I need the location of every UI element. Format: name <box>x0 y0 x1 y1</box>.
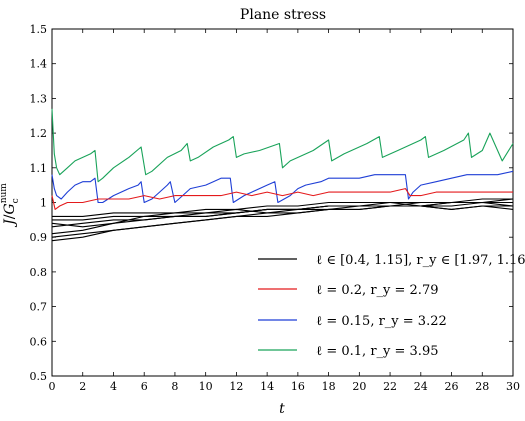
y-tick-label: 1 <box>40 197 47 210</box>
y-tick-label: 1.1 <box>30 162 48 175</box>
y-axis-label-sub: c <box>11 198 21 203</box>
y-tick-label: 0.5 <box>30 370 48 383</box>
x-tick-label: 30 <box>506 380 520 393</box>
x-tick-label: 24 <box>414 380 428 393</box>
y-axis-label-j: J <box>2 218 18 228</box>
x-tick-label: 22 <box>383 380 397 393</box>
y-tick-label: 1.5 <box>30 23 48 36</box>
y-axis-ticks: 0.5 0.6 0.7 0.8 0.9 1 1.1 1.2 1.3 1.4 1.5 <box>30 23 513 383</box>
x-axis-label: t <box>279 401 285 417</box>
legend-label-green: ℓ = 0.1, r_y = 3.95 <box>316 344 438 359</box>
legend: ℓ ∈ [0.4, 1.15], r_y ∈ [1.97, 1.16] ℓ = … <box>258 253 525 359</box>
series-line-8 <box>52 201 514 217</box>
y-axis-label-slash: / <box>2 214 18 219</box>
x-tick-label: 14 <box>260 380 274 393</box>
x-tick-label: 12 <box>229 380 243 393</box>
y-tick-label: 0.6 <box>30 335 48 348</box>
y-tick-label: 0.9 <box>30 231 48 244</box>
x-tick-label: 0 <box>49 380 56 393</box>
y-tick-label: 0.8 <box>30 266 48 279</box>
x-axis-ticks: 0 2 4 6 8 10 12 14 16 18 20 22 24 26 28 30 <box>49 29 520 393</box>
series-line-1 <box>51 170 514 204</box>
y-tick-label: 1.2 <box>30 127 48 140</box>
series-line-7 <box>51 201 514 242</box>
series-line-9 <box>51 198 513 228</box>
legend-label-red: ℓ = 0.2, r_y = 2.79 <box>316 283 438 298</box>
x-tick-label: 2 <box>79 380 86 393</box>
y-tick-label: 1.4 <box>30 58 48 71</box>
x-tick-label: 6 <box>141 380 148 393</box>
y-tick-label: 0.7 <box>30 301 48 314</box>
x-tick-label: 20 <box>352 380 366 393</box>
series-line-2 <box>51 188 513 210</box>
y-axis-label-g: G <box>2 203 18 214</box>
x-tick-label: 18 <box>322 380 336 393</box>
x-tick-label: 4 <box>110 380 117 393</box>
y-tick-label: 1.3 <box>30 92 48 105</box>
x-tick-label: 26 <box>445 380 459 393</box>
y-axis-label-sup: num <box>0 183 9 204</box>
y-axis-label: J/Gcnum <box>0 183 21 228</box>
x-tick-label: 8 <box>171 380 178 393</box>
legend-label-black: ℓ ∈ [0.4, 1.15], r_y ∈ [1.97, 1.16] <box>316 253 525 268</box>
x-tick-label: 28 <box>475 380 489 393</box>
series-layer <box>51 108 514 242</box>
series-line-0 <box>51 108 514 183</box>
x-tick-label: 10 <box>199 380 213 393</box>
svg-text:J/Gcnum: J/Gcnum <box>0 183 21 228</box>
chart-title: Plane stress <box>240 7 326 23</box>
x-tick-label: 16 <box>291 380 305 393</box>
legend-label-blue: ℓ = 0.15, r_y = 3.22 <box>316 314 447 329</box>
